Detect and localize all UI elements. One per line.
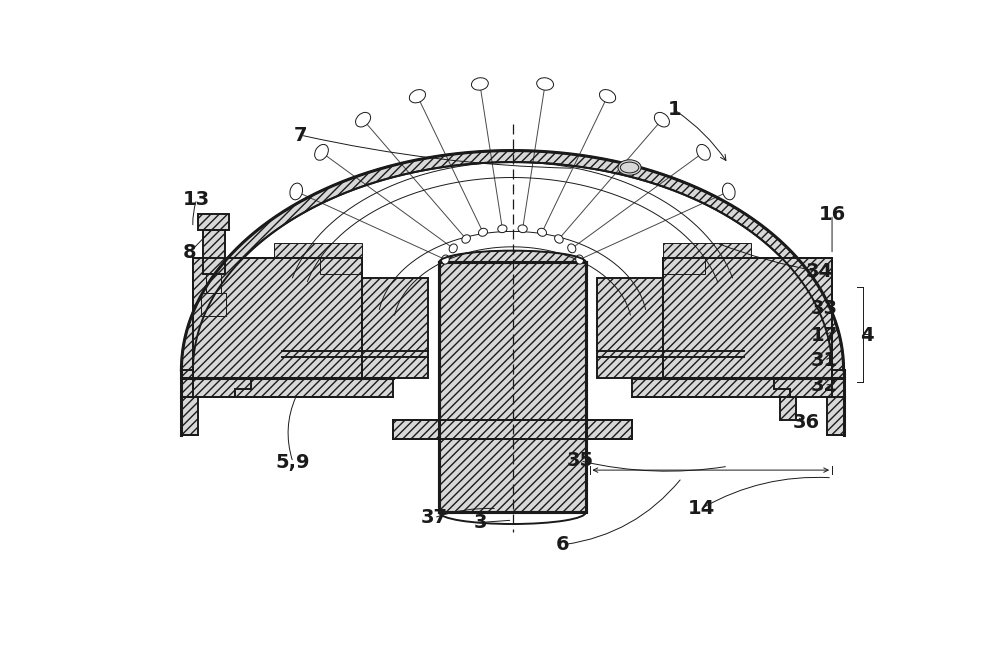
Ellipse shape xyxy=(654,112,669,127)
Text: 7: 7 xyxy=(294,126,308,144)
Polygon shape xyxy=(181,378,393,397)
Ellipse shape xyxy=(599,90,616,103)
Polygon shape xyxy=(393,420,632,439)
Text: 16: 16 xyxy=(818,205,846,224)
Text: 34: 34 xyxy=(805,262,833,281)
Polygon shape xyxy=(663,243,751,273)
Polygon shape xyxy=(780,397,796,420)
Polygon shape xyxy=(181,370,193,389)
Ellipse shape xyxy=(449,244,457,253)
Ellipse shape xyxy=(722,183,735,200)
Text: 1: 1 xyxy=(667,100,681,119)
Text: 31: 31 xyxy=(811,352,838,370)
Text: 8: 8 xyxy=(182,243,196,263)
Polygon shape xyxy=(663,259,832,378)
Polygon shape xyxy=(198,214,229,230)
Polygon shape xyxy=(193,378,251,397)
Ellipse shape xyxy=(479,228,487,236)
Polygon shape xyxy=(439,251,586,263)
Polygon shape xyxy=(632,378,844,397)
Ellipse shape xyxy=(441,255,449,264)
Polygon shape xyxy=(203,230,225,273)
Ellipse shape xyxy=(356,112,371,127)
Text: 35: 35 xyxy=(567,451,594,470)
Polygon shape xyxy=(206,273,221,293)
Ellipse shape xyxy=(518,225,527,233)
Ellipse shape xyxy=(409,90,426,103)
Ellipse shape xyxy=(618,160,641,175)
Polygon shape xyxy=(181,397,198,435)
Ellipse shape xyxy=(471,78,488,90)
Polygon shape xyxy=(274,243,362,273)
Text: 37: 37 xyxy=(420,508,447,528)
Polygon shape xyxy=(193,259,362,378)
Ellipse shape xyxy=(576,255,584,264)
Text: 4: 4 xyxy=(860,326,874,345)
Polygon shape xyxy=(362,277,428,378)
Text: 36: 36 xyxy=(793,413,820,432)
Ellipse shape xyxy=(537,78,554,90)
Ellipse shape xyxy=(568,244,576,253)
Text: 6: 6 xyxy=(556,535,569,554)
Text: 5,9: 5,9 xyxy=(276,453,310,472)
Text: 32: 32 xyxy=(811,376,838,395)
Ellipse shape xyxy=(498,225,507,233)
Ellipse shape xyxy=(555,235,563,243)
Polygon shape xyxy=(774,378,832,397)
Text: 3: 3 xyxy=(473,513,487,532)
Ellipse shape xyxy=(538,228,546,236)
Polygon shape xyxy=(201,293,226,316)
Text: 14: 14 xyxy=(688,499,715,518)
Text: 33: 33 xyxy=(811,299,838,318)
Text: 17: 17 xyxy=(811,326,838,345)
Text: 13: 13 xyxy=(183,190,210,208)
Polygon shape xyxy=(181,150,844,370)
Polygon shape xyxy=(597,277,663,378)
Ellipse shape xyxy=(290,183,303,200)
Ellipse shape xyxy=(462,235,470,243)
Ellipse shape xyxy=(315,144,328,160)
Polygon shape xyxy=(439,263,586,512)
Polygon shape xyxy=(832,370,844,389)
Ellipse shape xyxy=(697,144,710,160)
Polygon shape xyxy=(827,397,844,435)
